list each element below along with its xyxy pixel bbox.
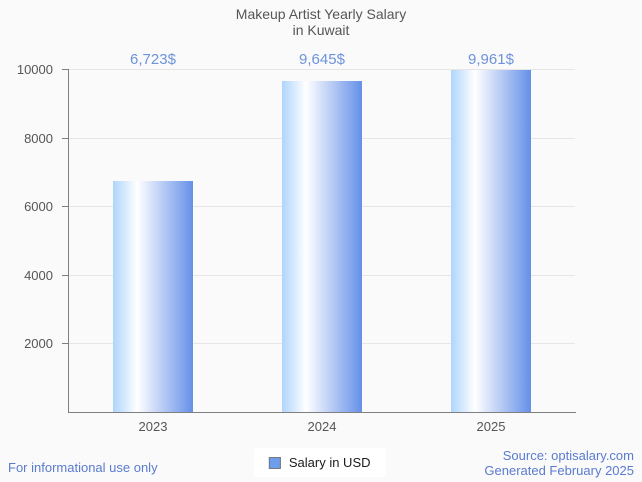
bar-2023[interactable] [113,181,193,412]
x-axis-tick-label: 2023 [138,419,168,434]
bar-2025[interactable] [451,70,531,412]
x-axis-line [68,412,576,413]
legend-swatch-icon [268,456,281,469]
bar-2024[interactable] [282,81,362,412]
disclaimer-text: For informational use only [8,460,158,475]
y-tick-mark [62,138,68,139]
y-axis-tick-label: 8000 [24,131,53,146]
y-tick-mark [62,275,68,276]
y-tick-mark [62,206,68,207]
generated-line: Generated February 2025 [484,463,634,478]
source-line: Source: optisalary.com [502,448,634,463]
y-axis-tick-label: 2000 [24,336,53,351]
legend: Salary in USD [253,448,386,477]
source-attribution: Source: optisalary.com Generated Februar… [484,448,634,478]
legend-label: Salary in USD [288,455,371,470]
bar-value-label: 9,961$ [468,51,514,68]
y-tick-mark [62,69,68,70]
x-axis-tick-label: 2025 [476,419,506,434]
bar-value-label: 9,645$ [299,51,345,68]
y-axis-tick-label: 10000 [16,62,53,77]
bar-value-label: 6,723$ [130,51,176,68]
chart-title-line2: in Kuwait [292,22,350,38]
x-axis-tick-label: 2024 [307,419,337,434]
y-axis-tick-label: 4000 [24,268,53,283]
gridline [68,69,575,70]
y-tick-mark [62,343,68,344]
chart-title-line1: Makeup Artist Yearly Salary [235,6,407,22]
y-axis-line [68,69,69,413]
chart-title: Makeup Artist Yearly Salary in Kuwait [0,6,642,38]
y-axis-tick-label: 6000 [24,199,53,214]
